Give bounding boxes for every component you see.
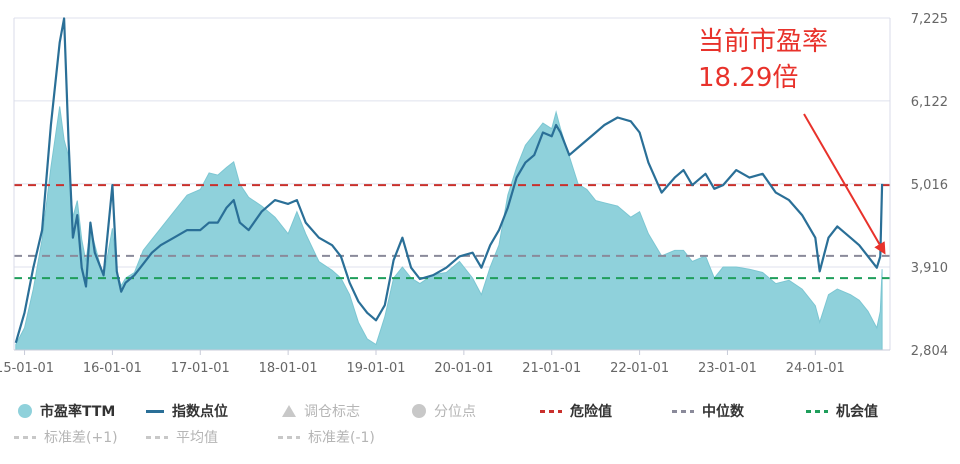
x-tick-label: 24-01-01 bbox=[786, 361, 845, 376]
pe-chart: 15-01-01 16-01-01 17-01-01 18-01-01 19-01-01… bbox=[0, 12, 948, 376]
x-tick-label: 20-01-01 bbox=[434, 361, 493, 376]
y-tick-label: 3,910 bbox=[911, 261, 948, 276]
legend: 市盈率TTM 指数点位 调仓标志 分位点 危险值 中位数 机会值 标准差(+1)… bbox=[0, 396, 960, 460]
reference-lines bbox=[14, 184, 890, 280]
y-tick-label: 6,122 bbox=[911, 95, 948, 110]
legend-item-opportunity[interactable]: 机会值 bbox=[806, 400, 878, 422]
legend-circle-icon bbox=[18, 404, 32, 418]
legend-dash-icon bbox=[540, 409, 562, 413]
legend-item-std-minus[interactable]: 标准差(-1) bbox=[278, 426, 375, 448]
legend-triangle-icon bbox=[282, 405, 296, 417]
legend-dash-icon bbox=[14, 435, 36, 439]
legend-item-median[interactable]: 中位数 bbox=[672, 400, 744, 422]
legend-label: 分位点 bbox=[434, 404, 476, 420]
x-tick-label: 15-01-01 bbox=[0, 361, 54, 376]
x-tick-label: 22-01-01 bbox=[610, 361, 669, 376]
x-tick-label: 21-01-01 bbox=[522, 361, 581, 376]
legend-label: 标准差(-1) bbox=[308, 430, 375, 446]
x-axis-ticks: 15-01-01 16-01-01 17-01-01 18-01-01 19-01-01… bbox=[0, 350, 845, 376]
legend-item-percentile[interactable]: 分位点 bbox=[412, 400, 476, 422]
index-level-line bbox=[14, 17, 884, 344]
legend-dash-icon bbox=[672, 409, 694, 413]
legend-label: 平均值 bbox=[176, 430, 218, 446]
legend-item-mean[interactable]: 平均值 bbox=[146, 426, 218, 448]
legend-item-std-plus[interactable]: 标准差(+1) bbox=[14, 426, 118, 448]
legend-dash-icon bbox=[278, 435, 300, 439]
legend-dash-icon bbox=[146, 435, 168, 439]
x-tick-label: 19-01-01 bbox=[346, 361, 405, 376]
y-tick-label: 7,225 bbox=[911, 12, 948, 27]
legend-label: 危险值 bbox=[570, 404, 612, 420]
annotation-line2: 18.29倍 bbox=[698, 63, 798, 93]
legend-label: 指数点位 bbox=[172, 404, 228, 420]
x-tick-label: 17-01-01 bbox=[171, 361, 230, 376]
x-tick-label: 23-01-01 bbox=[698, 361, 757, 376]
legend-label: 机会值 bbox=[836, 404, 878, 420]
legend-label: 标准差(+1) bbox=[44, 430, 118, 446]
pe-ttm-area bbox=[15, 106, 883, 351]
legend-circle-icon bbox=[412, 404, 426, 418]
legend-label: 调仓标志 bbox=[304, 404, 360, 420]
annotation-line1: 当前市盈率 bbox=[698, 27, 828, 57]
legend-item-rebalance-marker[interactable]: 调仓标志 bbox=[282, 400, 360, 422]
y-tick-label: 5,016 bbox=[911, 178, 948, 193]
annotation-arrow bbox=[803, 113, 886, 255]
current-pe-annotation: 当前市盈率 18.29倍 bbox=[698, 27, 886, 255]
legend-label: 中位数 bbox=[702, 404, 744, 420]
legend-item-index-level[interactable]: 指数点位 bbox=[146, 400, 228, 422]
legend-item-pe-ttm[interactable]: 市盈率TTM bbox=[18, 400, 115, 422]
legend-label: 市盈率TTM bbox=[40, 404, 116, 420]
legend-line-icon bbox=[146, 409, 164, 413]
y-tick-label: 2,804 bbox=[911, 344, 948, 359]
y-axis-ticks: 7,225 6,122 5,016 3,910 2,804 bbox=[911, 12, 948, 359]
x-tick-label: 18-01-01 bbox=[259, 361, 318, 376]
legend-dash-icon bbox=[806, 409, 828, 413]
x-tick-label: 16-01-01 bbox=[83, 361, 142, 376]
legend-item-danger[interactable]: 危险值 bbox=[540, 400, 612, 422]
